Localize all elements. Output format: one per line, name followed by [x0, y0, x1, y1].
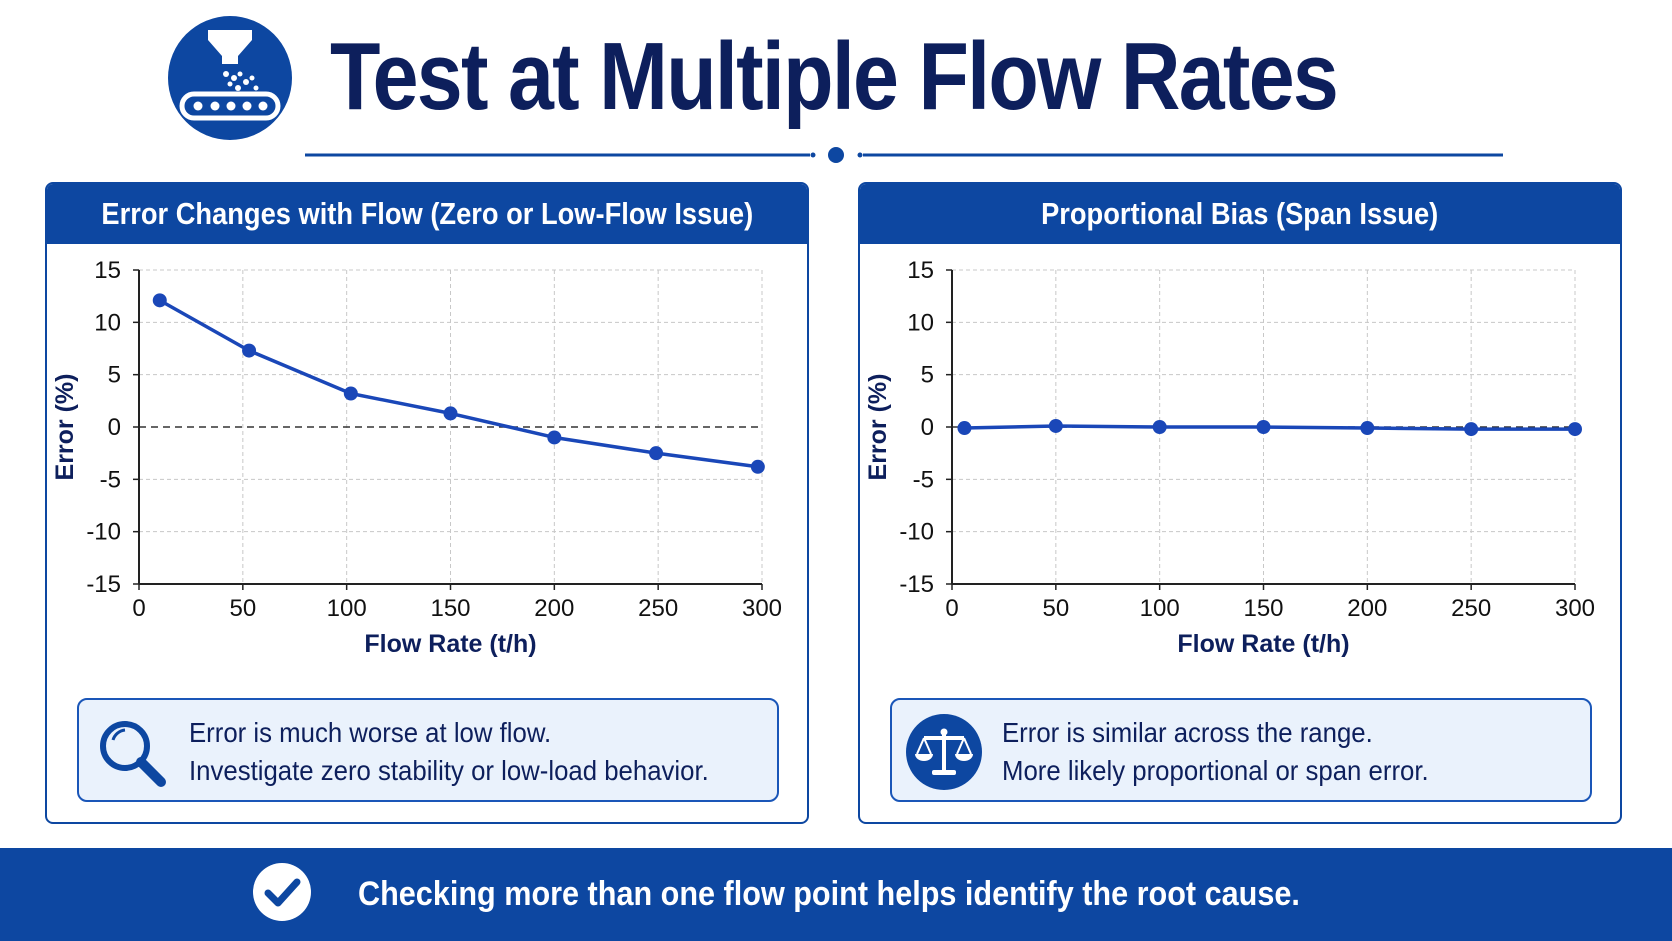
data-point: [343, 386, 358, 401]
magnifier-icon: [100, 721, 166, 787]
y-axis-label: Error (%): [864, 374, 892, 481]
y-tick-label: -15: [899, 571, 934, 598]
footer-banner: Checking more than one flow point helps …: [0, 848, 1672, 941]
note-line-1: Error is similar across the range.: [1002, 717, 1373, 748]
data-point: [649, 446, 664, 461]
panel-title: Error Changes with Flow (Zero or Low-Flo…: [47, 184, 807, 244]
panel-low-flow-issue: Error Changes with Flow (Zero or Low-Flo…: [45, 182, 809, 824]
y-tick-label: -5: [100, 466, 121, 493]
data-point: [750, 459, 765, 474]
y-tick-label: 15: [94, 257, 121, 284]
data-point: [242, 343, 257, 358]
panel-title: Proportional Bias (Span Issue): [860, 184, 1620, 244]
y-tick-label: 5: [108, 362, 121, 389]
y-tick-label: 15: [907, 257, 934, 284]
x-tick-label: 250: [638, 595, 678, 622]
data-point: [1256, 420, 1271, 434]
x-tick-label: 250: [1451, 595, 1491, 622]
x-tick-label: 0: [945, 595, 958, 622]
x-tick-label: 50: [229, 595, 256, 622]
check-circle-icon: [253, 863, 311, 921]
y-tick-label: -15: [86, 571, 121, 598]
y-axis-label: Error (%): [51, 374, 79, 481]
x-tick-label: 100: [327, 595, 367, 622]
data-point: [443, 406, 458, 421]
x-tick-label: 200: [534, 595, 574, 622]
series-line: [158, 298, 759, 469]
x-tick-label: 50: [1042, 595, 1069, 622]
y-tick-label: 10: [94, 309, 121, 336]
y-tick-label: 10: [907, 309, 934, 336]
note-box: Error is similar across the range. More …: [890, 698, 1592, 802]
note-line-1: Error is much worse at low flow.: [189, 717, 552, 748]
note-line-2: Investigate zero stability or low-load b…: [189, 755, 709, 786]
x-tick-label: 200: [1347, 595, 1387, 622]
data-point: [1464, 422, 1479, 437]
data-point: [1568, 422, 1582, 437]
x-tick-label: 150: [1243, 595, 1283, 622]
y-tick-label: 0: [108, 414, 121, 441]
footer-text: Checking more than one flow point helps …: [358, 875, 1300, 913]
data-point: [547, 430, 562, 445]
panel-span-issue: Proportional Bias (Span Issue) 0 50 100 150…: [858, 182, 1622, 824]
balance-scale-icon: [906, 714, 982, 790]
x-axis-label: Flow Rate (t/h): [364, 630, 536, 658]
y-tick-label: 5: [921, 362, 934, 389]
data-point: [1360, 421, 1375, 436]
data-point: [152, 293, 167, 308]
y-tick-label: -10: [899, 519, 934, 546]
data-point: [1048, 418, 1063, 433]
conveyor-feeder-icon: [168, 16, 292, 140]
x-tick-label: 300: [1555, 595, 1595, 622]
data-point: [1152, 420, 1167, 434]
x-tick-label: 100: [1140, 595, 1180, 622]
y-tick-label: -10: [86, 519, 121, 546]
y-tick-label: -5: [913, 466, 934, 493]
data-point: [957, 421, 972, 436]
x-tick-label: 150: [430, 595, 470, 622]
y-tick-label: 0: [921, 414, 934, 441]
x-tick-label: 300: [742, 595, 782, 622]
note-box: Error is much worse at low flow. Investi…: [77, 698, 779, 802]
x-axis-label: Flow Rate (t/h): [1177, 630, 1349, 658]
note-line-2: More likely proportional or span error.: [1002, 755, 1429, 786]
title-divider: [305, 147, 1503, 163]
page-title: Test at Multiple Flow Rates: [330, 23, 1339, 130]
x-tick-label: 0: [132, 595, 145, 622]
